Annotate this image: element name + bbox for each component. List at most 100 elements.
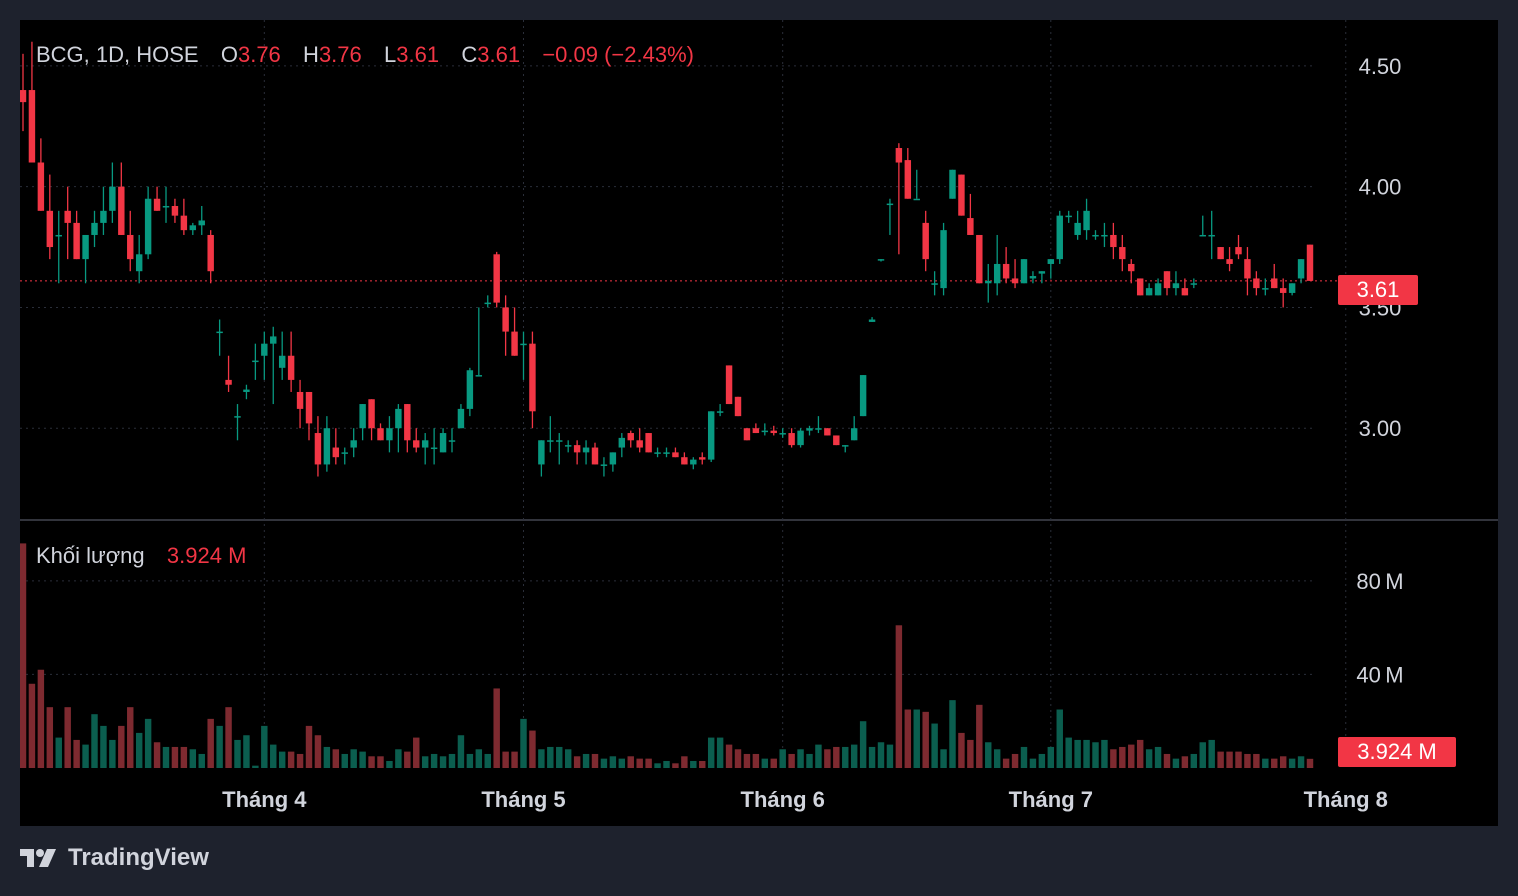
candle-body	[1217, 247, 1224, 260]
volume-bar	[1056, 709, 1063, 768]
candle-body	[109, 186, 116, 211]
candle-body	[386, 428, 393, 441]
candle-body	[931, 283, 938, 285]
candle-body	[1279, 288, 1287, 293]
volume-bar	[127, 707, 134, 768]
candle-body	[1101, 234, 1108, 237]
volume-bar	[430, 753, 438, 768]
volume-bar	[55, 737, 62, 768]
volume-bar	[985, 742, 992, 768]
volume-bar	[1020, 746, 1028, 768]
candle-body	[976, 234, 983, 284]
candle-body	[350, 440, 357, 448]
candle-body	[332, 447, 340, 458]
brand-footer[interactable]: TradingView	[20, 844, 209, 872]
candle-body	[672, 452, 679, 458]
volume-bar	[100, 725, 107, 768]
volume-bar	[1226, 751, 1233, 768]
candle-body	[73, 222, 80, 260]
candle-body	[904, 160, 912, 199]
volume-bar	[520, 718, 527, 768]
price-tick-label: 4.00	[1359, 175, 1402, 200]
volume-bar	[404, 751, 411, 768]
candle-body	[842, 445, 849, 447]
candle-body	[743, 428, 751, 441]
candle-body	[1262, 288, 1269, 290]
candle-body	[985, 280, 992, 284]
candle-body	[207, 234, 214, 272]
candle-body	[341, 452, 348, 454]
candle-body	[1208, 234, 1215, 237]
candle-body	[1235, 247, 1242, 255]
volume-bar	[1136, 739, 1144, 768]
candle-body	[82, 234, 89, 260]
candle-body	[859, 375, 867, 417]
candle-body	[430, 447, 438, 450]
candle-body	[1297, 259, 1305, 279]
volume-bar	[1262, 758, 1269, 768]
volume-bar	[582, 753, 590, 768]
candle-body	[716, 411, 724, 413]
volume-bar	[1190, 753, 1198, 768]
tradingview-logo-icon	[20, 849, 56, 867]
volume-bar	[761, 758, 769, 768]
candle-body	[1163, 271, 1171, 289]
volume-bar	[73, 739, 80, 768]
candle-body	[127, 234, 134, 260]
volume-bar	[770, 758, 777, 768]
volume-bar	[895, 625, 903, 768]
candle-body	[1128, 263, 1135, 272]
volume-bar	[243, 735, 250, 768]
last-volume-tag: 3.924 M	[1338, 737, 1456, 767]
candle-body	[37, 162, 45, 211]
candle-body	[395, 408, 402, 429]
volume-bar	[940, 749, 947, 768]
close-label: C	[461, 42, 478, 67]
volume-bar	[1163, 753, 1171, 768]
volume-bar	[904, 709, 912, 768]
volume-bar	[591, 753, 599, 768]
volume-bar	[46, 707, 54, 768]
volume-bar	[797, 749, 804, 768]
volume-bar	[663, 760, 670, 768]
volume-bar	[1074, 739, 1081, 768]
candle-body	[681, 457, 688, 465]
candle-body	[734, 396, 742, 417]
candle-body	[135, 254, 143, 272]
candle-body	[377, 428, 384, 441]
candle-body	[1154, 283, 1162, 296]
candle-body	[261, 343, 268, 356]
volume-bar	[1083, 739, 1090, 768]
candle-body	[28, 90, 36, 163]
volume-bar	[868, 746, 876, 768]
volume-bar	[37, 669, 45, 768]
volume-bar	[1047, 746, 1055, 768]
candle-body	[815, 428, 822, 430]
candle-body	[413, 440, 420, 448]
candle-body	[1145, 288, 1153, 296]
volume-bar	[20, 543, 27, 768]
volume-bar	[439, 756, 447, 768]
candle-body	[770, 430, 777, 434]
candle-body	[806, 428, 813, 431]
volume-bar	[207, 718, 214, 768]
candle-body	[1020, 259, 1028, 284]
candle-body	[1199, 234, 1206, 237]
volume-bar	[573, 756, 581, 768]
volume-bar	[609, 756, 617, 768]
volume-bar	[815, 744, 822, 768]
high-label: H	[303, 42, 319, 67]
candle-body	[940, 230, 947, 289]
volume-legend-label: Khối lượng	[36, 543, 145, 568]
candle-body	[645, 433, 652, 453]
candle-body	[323, 428, 331, 465]
candle-body	[564, 445, 572, 447]
candle-body	[529, 343, 536, 412]
volume-bar	[654, 763, 661, 768]
candle-body	[1244, 259, 1251, 279]
volume-bar	[1110, 749, 1117, 768]
volume-bar	[922, 711, 929, 768]
candle-body	[1002, 263, 1010, 279]
